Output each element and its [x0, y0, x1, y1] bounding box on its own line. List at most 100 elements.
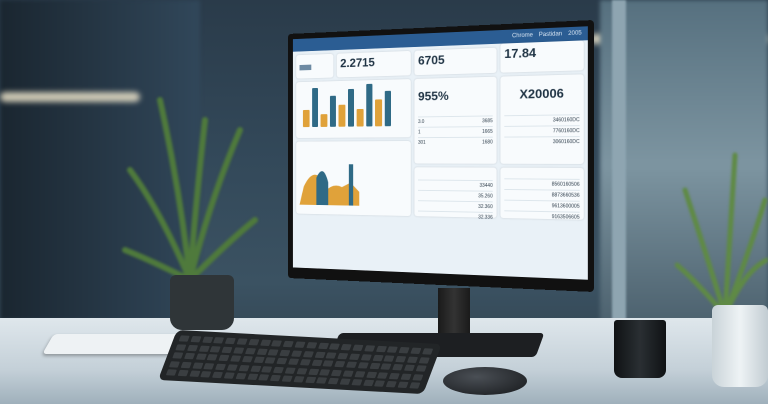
key — [308, 368, 320, 375]
key — [400, 373, 412, 380]
bar-chart-card — [296, 79, 411, 139]
list-card: 8560160506 8873660536 9613600005 9163506… — [500, 167, 584, 223]
dashboard-screen: Chrome Pastidan 2005 2.2715 6705 17.84 9… — [292, 26, 588, 280]
key — [360, 353, 372, 361]
key — [334, 360, 346, 368]
key — [291, 349, 303, 357]
key — [268, 348, 280, 356]
key — [354, 370, 366, 378]
key — [223, 372, 235, 379]
key — [288, 358, 300, 365]
key — [395, 355, 407, 362]
area-series-teal — [316, 164, 354, 206]
table-row: 32.336 — [418, 210, 493, 223]
key — [418, 356, 430, 364]
area-chart — [299, 164, 360, 206]
key — [236, 338, 248, 345]
key — [230, 355, 242, 362]
key — [276, 357, 288, 365]
key — [282, 340, 294, 348]
key — [192, 361, 204, 369]
key — [306, 342, 318, 349]
key — [299, 359, 311, 366]
bar-chart — [302, 81, 392, 128]
phone — [42, 334, 184, 354]
kpi-card: 6705 — [414, 47, 497, 76]
key — [169, 360, 181, 368]
monitor-bezel: Chrome Pastidan 2005 2.2715 6705 17.84 9… — [287, 20, 594, 292]
key — [410, 347, 422, 355]
ceiling-light — [0, 92, 140, 102]
key — [316, 377, 328, 384]
key — [248, 338, 260, 346]
header-item[interactable]: 2005 — [568, 30, 582, 38]
key — [187, 344, 199, 351]
chart-bar — [329, 96, 336, 127]
pot-left — [170, 275, 234, 330]
kpi-value: 17.84 — [504, 45, 537, 61]
key — [215, 363, 227, 370]
kpi-value: 2.2715 — [340, 55, 375, 71]
key — [322, 360, 334, 367]
key — [331, 369, 343, 376]
key — [407, 356, 419, 363]
header-item[interactable]: Chrome — [511, 32, 533, 40]
key — [195, 353, 207, 360]
key — [213, 337, 225, 344]
key — [345, 361, 358, 368]
kpi-value: 6705 — [418, 52, 445, 68]
key — [259, 339, 271, 347]
key — [337, 352, 349, 359]
key — [210, 345, 222, 353]
key — [218, 354, 230, 362]
key — [372, 354, 384, 361]
key — [206, 354, 219, 361]
key — [200, 371, 212, 378]
key — [175, 343, 187, 351]
key — [271, 340, 283, 347]
key — [203, 362, 215, 370]
header-item[interactable]: Pastidan — [538, 31, 563, 39]
key — [177, 369, 189, 377]
key — [212, 371, 224, 379]
table-row: 8560160506 — [504, 178, 580, 190]
pillar — [612, 0, 626, 320]
key — [264, 357, 276, 364]
key — [362, 379, 374, 387]
key — [296, 367, 308, 374]
key — [351, 379, 363, 386]
table-row: 3460160DC — [504, 114, 580, 126]
chart-bar — [302, 109, 310, 128]
key — [352, 344, 364, 352]
chart-bar — [311, 87, 319, 128]
key — [387, 346, 399, 353]
key — [244, 347, 257, 354]
key — [329, 343, 341, 350]
key — [221, 346, 233, 353]
key — [319, 368, 331, 376]
key — [377, 371, 389, 379]
key — [188, 370, 201, 377]
chart-bar — [365, 84, 373, 127]
key — [398, 347, 410, 354]
key — [258, 374, 270, 381]
table-row: 3.0 3685 — [418, 115, 493, 127]
key — [270, 374, 282, 382]
key — [342, 370, 354, 377]
table-row: 301 1680 — [418, 136, 493, 148]
key — [183, 352, 195, 360]
key — [224, 337, 237, 345]
key — [385, 380, 397, 388]
key — [339, 378, 351, 385]
key — [226, 363, 239, 371]
key — [421, 348, 433, 355]
key — [293, 376, 305, 383]
kpi-value: 955% — [418, 88, 449, 104]
monitor: Chrome Pastidan 2005 2.2715 6705 17.84 9… — [262, 20, 594, 292]
key — [340, 343, 352, 351]
table-row: 9163506605 — [504, 210, 580, 223]
key — [369, 362, 381, 370]
key — [412, 373, 424, 381]
plant-left — [122, 97, 258, 283]
table-row: 1 1665 — [418, 126, 493, 138]
